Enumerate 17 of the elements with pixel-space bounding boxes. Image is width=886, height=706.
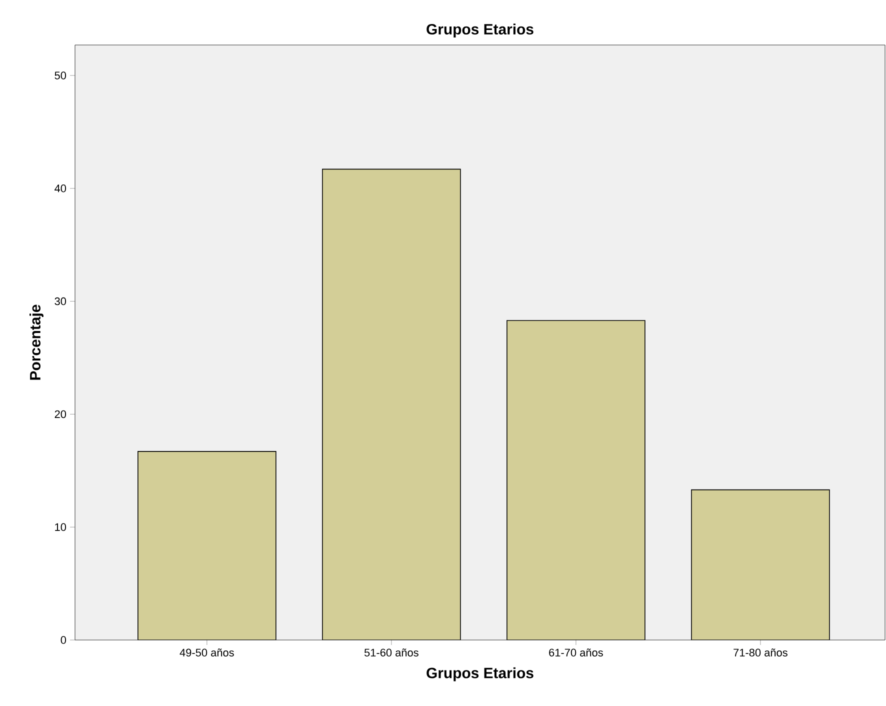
y-tick-label: 40 [54,184,66,192]
bar [138,451,276,640]
x-tick-label: 61-70 años [549,648,603,656]
y-tick-label: 30 [54,297,66,306]
y-tick-label: 50 [54,72,66,80]
bar [322,168,461,640]
x-tick-label: 51-60 años [364,648,418,656]
x-axis-title: Grupos Etarios [426,667,534,682]
bar [506,320,645,640]
y-tick-label: 10 [55,523,66,531]
y-tick-label: 0 [60,636,66,644]
y-tick-label: 20 [54,410,66,418]
x-tick-label: 71-80 años [734,648,788,656]
x-tick-label: 49-50 años [180,648,234,656]
bar [691,489,830,640]
chart-title: Grupos Etarios [426,24,534,38]
y-axis-title: Porcentaje [30,304,44,380]
